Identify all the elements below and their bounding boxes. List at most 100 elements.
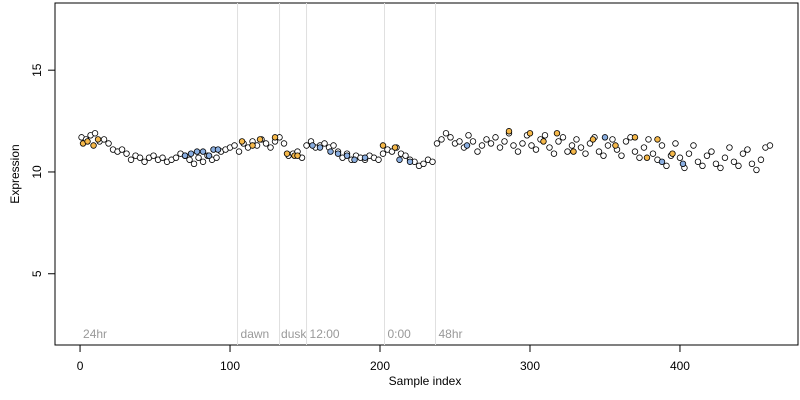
point (501, 138, 508, 145)
point (658, 158, 666, 165)
point (564, 148, 571, 155)
point (433, 140, 441, 147)
point (91, 130, 99, 137)
point (708, 148, 715, 155)
point (262, 140, 270, 147)
point (669, 150, 676, 157)
point (582, 150, 589, 157)
point (604, 142, 612, 149)
point (294, 152, 301, 159)
annotation: 0:00 (388, 327, 412, 341)
x-tick-label: 200 (370, 359, 390, 373)
point (343, 152, 351, 159)
point (159, 154, 166, 161)
point (631, 148, 639, 155)
point (396, 156, 403, 163)
point (643, 154, 651, 161)
point (532, 146, 540, 153)
point (213, 154, 220, 161)
x-tick-label: 100 (220, 359, 240, 373)
point (199, 158, 207, 165)
point (231, 142, 238, 149)
point (379, 150, 387, 157)
point (631, 134, 639, 141)
point (589, 136, 597, 143)
point (442, 130, 450, 137)
point (474, 148, 481, 155)
point (136, 154, 144, 161)
point (141, 158, 148, 165)
point (309, 142, 316, 149)
point (640, 144, 648, 151)
point (550, 150, 558, 157)
point (123, 150, 130, 157)
point (303, 142, 310, 149)
point (456, 138, 463, 145)
point (717, 164, 724, 172)
point (636, 154, 643, 161)
point (90, 142, 97, 149)
point (645, 136, 652, 143)
annotation: dusk (281, 327, 307, 341)
point (694, 158, 702, 165)
x-tick-label: 300 (520, 359, 540, 373)
point (195, 154, 202, 161)
point (559, 134, 567, 141)
point (514, 148, 522, 155)
point (238, 138, 246, 145)
point (526, 130, 534, 137)
point (618, 152, 625, 159)
point (699, 162, 706, 170)
point (84, 138, 91, 145)
annotation: 24hr (83, 327, 107, 341)
point (181, 152, 189, 159)
annotation: 12:00 (310, 327, 340, 341)
point (199, 148, 207, 155)
point (546, 144, 553, 151)
point (267, 144, 274, 151)
point (487, 140, 495, 147)
point (496, 144, 504, 151)
point (492, 134, 499, 141)
point (334, 150, 342, 157)
y-tick-label: 15 (30, 63, 44, 77)
point (690, 142, 697, 149)
point (730, 158, 738, 165)
point (568, 142, 576, 149)
point (420, 160, 427, 168)
point (379, 142, 387, 149)
point (465, 132, 472, 139)
point (321, 140, 328, 147)
plot-frame (54, 2, 799, 346)
y-tick-label: 5 (30, 270, 44, 277)
point (271, 134, 279, 141)
point (679, 160, 687, 168)
point (712, 160, 720, 168)
point (280, 140, 288, 147)
point (429, 158, 436, 165)
point (622, 138, 630, 145)
point (172, 154, 180, 161)
point (649, 150, 657, 157)
point (406, 158, 414, 165)
point (609, 136, 616, 143)
point (658, 142, 666, 149)
point (553, 130, 561, 137)
point (676, 154, 684, 161)
point (478, 142, 486, 149)
point (519, 140, 526, 147)
point (94, 136, 102, 143)
point (283, 150, 291, 157)
x-axis-title: Sample index (389, 374, 462, 388)
point (316, 144, 324, 151)
point (735, 162, 742, 170)
point (214, 146, 222, 153)
point (541, 132, 549, 139)
point (753, 166, 760, 174)
point (105, 140, 112, 147)
point (721, 154, 729, 161)
point (483, 136, 490, 143)
point (402, 152, 409, 159)
point (726, 144, 733, 151)
point (463, 142, 471, 149)
